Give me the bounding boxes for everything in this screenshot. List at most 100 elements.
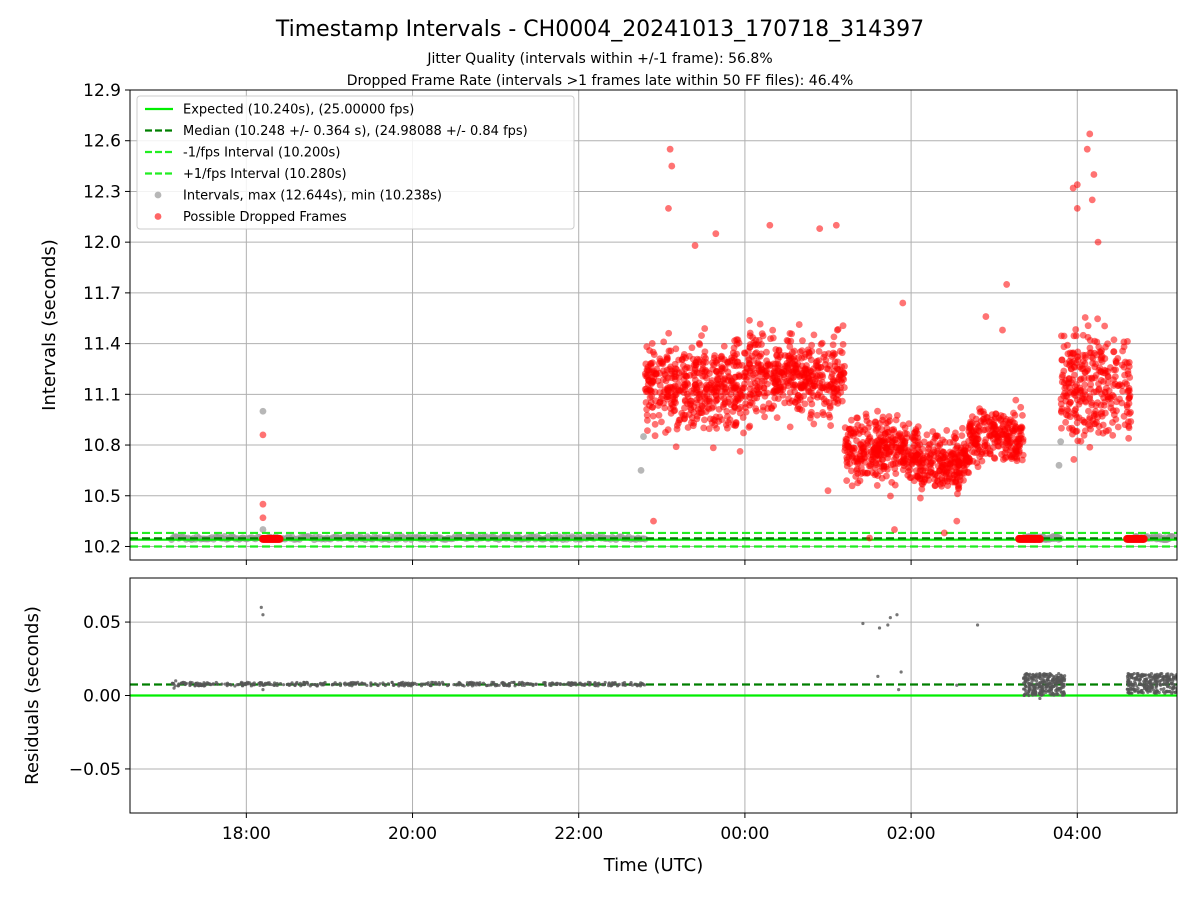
dropped-point bbox=[764, 380, 771, 388]
dropped-point bbox=[790, 373, 798, 381]
dropped-point bbox=[905, 420, 913, 428]
dropped-point bbox=[838, 397, 846, 405]
dropped-point bbox=[948, 456, 955, 463]
dropped-point bbox=[701, 416, 708, 424]
residual-point bbox=[1139, 675, 1143, 679]
dropped-point bbox=[1017, 427, 1025, 435]
dropped-point bbox=[1066, 398, 1074, 406]
dropped-point bbox=[682, 372, 690, 380]
residual-point bbox=[1134, 677, 1138, 681]
dropped-point bbox=[795, 321, 803, 328]
dropped-point bbox=[1118, 361, 1126, 369]
dropped-point bbox=[1121, 371, 1128, 379]
dropped-point bbox=[888, 479, 896, 486]
residual-point bbox=[1053, 681, 1057, 685]
dropped-point bbox=[714, 384, 722, 392]
intervals-ytick-label: 10.8 bbox=[83, 436, 121, 456]
dropped-point bbox=[1079, 357, 1087, 365]
dropped-point bbox=[746, 369, 754, 377]
residual-point bbox=[278, 682, 283, 686]
residual-point bbox=[572, 681, 577, 685]
residual-point bbox=[170, 681, 174, 685]
dropped-point bbox=[953, 517, 961, 525]
dropped-point bbox=[1095, 429, 1102, 436]
dropped-point bbox=[999, 326, 1006, 334]
residual-point bbox=[1138, 677, 1142, 682]
residual-point bbox=[1027, 675, 1031, 679]
residual-point bbox=[1023, 673, 1027, 677]
residuals-panel: −0.05 0.00 0.05 18:00 20:00 22:00 00:00 02:00 04… bbox=[22, 577, 1178, 876]
residual-point bbox=[429, 684, 433, 688]
legend-box bbox=[136, 95, 575, 230]
dropped-point bbox=[1101, 355, 1109, 362]
residual-point bbox=[1022, 681, 1026, 685]
dropped-point bbox=[709, 359, 716, 367]
dropped-point bbox=[693, 396, 701, 403]
dropped-point bbox=[1076, 363, 1084, 371]
dropped-point bbox=[1101, 322, 1109, 330]
dropped-point bbox=[1081, 314, 1089, 321]
dropped-point bbox=[745, 356, 753, 364]
dropped-point bbox=[750, 364, 757, 372]
residual-point bbox=[1153, 673, 1157, 677]
residual-point bbox=[423, 682, 427, 686]
dropped-point bbox=[1102, 343, 1109, 351]
dropped-point bbox=[1102, 427, 1110, 435]
dropped-point bbox=[893, 411, 901, 419]
dropped-point bbox=[951, 478, 959, 486]
dropped-point bbox=[960, 464, 968, 472]
dropped-point bbox=[1125, 359, 1133, 366]
legend-label: Possible Dropped Frames bbox=[183, 210, 347, 225]
residual-point bbox=[228, 682, 232, 687]
residual-point bbox=[333, 681, 337, 685]
chart-title: Timestamp Intervals - CH0004_20241013_17… bbox=[275, 17, 924, 42]
intervals-ytick-label: 10.5 bbox=[83, 487, 121, 507]
residual-point bbox=[183, 681, 187, 685]
residual-point bbox=[354, 682, 358, 686]
dropped-point bbox=[741, 350, 749, 357]
xtick-label: 22:00 bbox=[554, 824, 603, 844]
residual-point bbox=[358, 682, 362, 686]
dropped-point bbox=[887, 492, 894, 500]
dropped-point bbox=[691, 382, 699, 389]
dropped-point bbox=[959, 424, 966, 432]
residual-point bbox=[1044, 672, 1048, 677]
residual-point bbox=[1170, 691, 1174, 695]
dropped-point bbox=[1064, 406, 1071, 413]
dropped-point bbox=[946, 473, 953, 481]
dropped-point bbox=[1127, 418, 1135, 425]
dropped-point bbox=[1087, 425, 1094, 433]
dropped-point bbox=[703, 385, 710, 393]
residual-point bbox=[382, 682, 386, 687]
dropped-point bbox=[851, 444, 859, 452]
residual-point bbox=[211, 682, 215, 686]
residual-point bbox=[525, 681, 529, 685]
dropped-point bbox=[735, 339, 743, 347]
dropped-point bbox=[796, 405, 804, 413]
dropped-point bbox=[1010, 435, 1018, 443]
dropped-point bbox=[762, 367, 769, 375]
residual-point bbox=[594, 684, 598, 688]
dropped-point bbox=[974, 463, 982, 471]
dropped-point bbox=[1113, 398, 1121, 406]
dropped-point bbox=[688, 344, 696, 352]
residual-point bbox=[1135, 684, 1139, 688]
dropped-point bbox=[1065, 389, 1072, 397]
dropped-point bbox=[810, 365, 818, 373]
dropped-point bbox=[987, 432, 995, 439]
dropped-point bbox=[936, 441, 944, 449]
dropped-point bbox=[930, 452, 938, 459]
dropped-point bbox=[760, 389, 768, 397]
dropped-point bbox=[1071, 363, 1079, 371]
dropped-point bbox=[880, 436, 888, 444]
intervals-ytick-label: 12.3 bbox=[83, 182, 121, 202]
dropped-point bbox=[916, 494, 924, 502]
dropped-point bbox=[826, 362, 834, 369]
dropped-point bbox=[818, 371, 826, 379]
residual-point bbox=[554, 682, 558, 686]
dropped-point bbox=[695, 391, 703, 398]
residuals-ylabel: Residuals (seconds) bbox=[22, 606, 43, 785]
residual-point bbox=[1154, 686, 1158, 690]
dropped-point bbox=[1075, 400, 1083, 408]
dropped-point bbox=[833, 385, 841, 393]
